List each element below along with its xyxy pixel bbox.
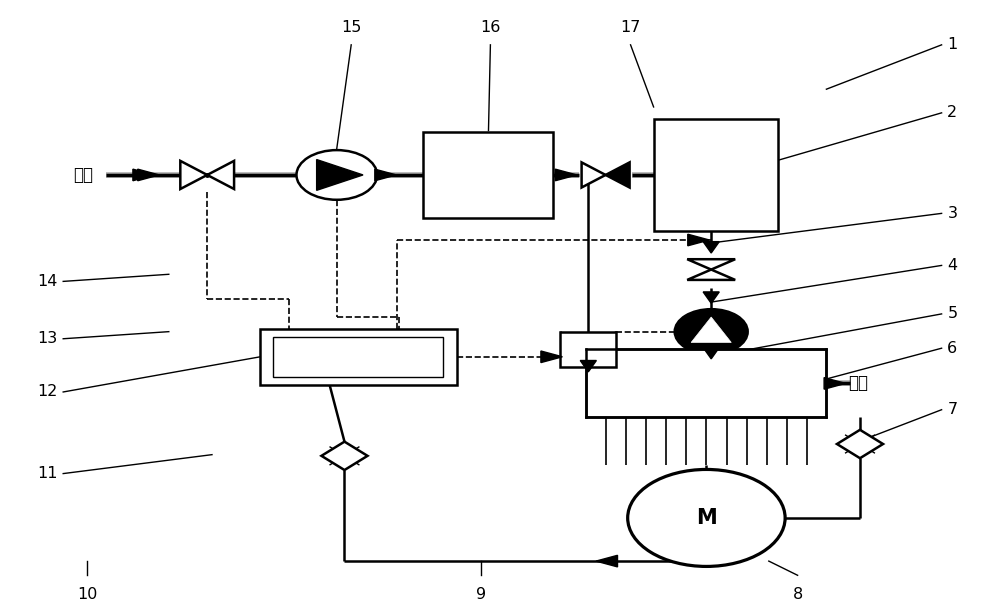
Text: 6: 6: [947, 341, 957, 355]
Polygon shape: [703, 241, 719, 253]
Bar: [423, 132, 553, 217]
Bar: [273, 337, 443, 376]
Text: 1: 1: [947, 38, 958, 52]
Polygon shape: [688, 234, 709, 246]
Polygon shape: [687, 270, 735, 280]
Polygon shape: [321, 442, 368, 470]
Polygon shape: [555, 169, 577, 180]
Text: 11: 11: [37, 466, 57, 481]
Polygon shape: [691, 317, 731, 342]
Polygon shape: [138, 169, 159, 180]
Polygon shape: [541, 351, 562, 363]
Polygon shape: [133, 169, 154, 180]
Polygon shape: [596, 555, 618, 567]
Bar: [654, 119, 778, 231]
Polygon shape: [606, 163, 630, 187]
Text: 15: 15: [341, 20, 361, 35]
Text: 海水: 海水: [73, 166, 93, 184]
Bar: [260, 329, 457, 385]
Polygon shape: [824, 378, 846, 389]
Polygon shape: [580, 360, 596, 372]
Text: 海水: 海水: [848, 375, 868, 392]
Text: 7: 7: [947, 402, 957, 417]
Polygon shape: [207, 161, 234, 189]
Text: 10: 10: [77, 587, 97, 602]
Polygon shape: [180, 161, 207, 189]
Text: 3: 3: [947, 206, 957, 221]
Polygon shape: [317, 160, 363, 190]
Text: 16: 16: [480, 20, 501, 35]
Text: M: M: [696, 508, 717, 528]
Text: 5: 5: [947, 306, 957, 322]
Text: 8: 8: [792, 587, 803, 602]
Polygon shape: [703, 292, 719, 303]
Polygon shape: [582, 163, 606, 187]
Polygon shape: [703, 347, 719, 359]
Text: 12: 12: [37, 384, 57, 399]
Polygon shape: [837, 430, 883, 458]
Circle shape: [675, 309, 748, 354]
Bar: [586, 349, 826, 418]
Polygon shape: [375, 169, 396, 180]
Circle shape: [628, 469, 785, 567]
Text: 17: 17: [620, 20, 641, 35]
Circle shape: [296, 150, 377, 200]
Text: 14: 14: [37, 274, 57, 289]
Bar: [560, 331, 616, 367]
Text: 2: 2: [947, 105, 957, 120]
Text: 13: 13: [37, 331, 57, 346]
Text: 4: 4: [947, 258, 957, 273]
Text: 9: 9: [476, 587, 486, 602]
Polygon shape: [687, 259, 735, 270]
